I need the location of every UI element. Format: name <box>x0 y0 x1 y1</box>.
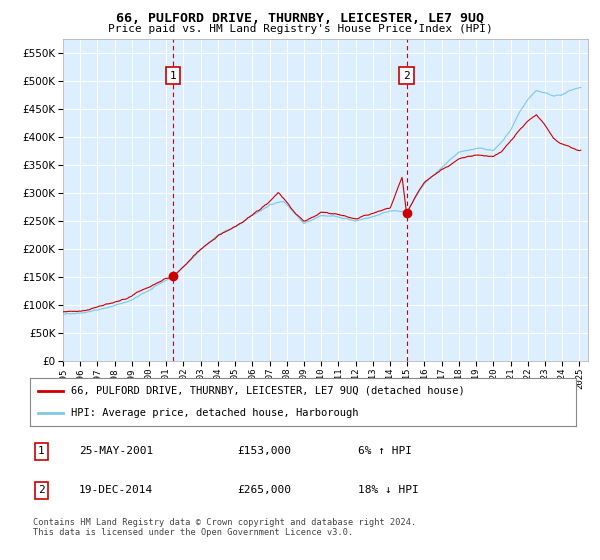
Text: 66, PULFORD DRIVE, THURNBY, LEICESTER, LE7 9UQ: 66, PULFORD DRIVE, THURNBY, LEICESTER, L… <box>116 12 484 25</box>
Text: 18% ↓ HPI: 18% ↓ HPI <box>358 486 418 496</box>
Text: 25-MAY-2001: 25-MAY-2001 <box>79 446 154 456</box>
Text: 1: 1 <box>170 71 176 81</box>
Text: 2: 2 <box>403 71 410 81</box>
Text: £265,000: £265,000 <box>238 486 292 496</box>
Text: 1: 1 <box>38 446 45 456</box>
Text: 66, PULFORD DRIVE, THURNBY, LEICESTER, LE7 9UQ (detached house): 66, PULFORD DRIVE, THURNBY, LEICESTER, L… <box>71 386 465 396</box>
Text: HPI: Average price, detached house, Harborough: HPI: Average price, detached house, Harb… <box>71 408 358 418</box>
Text: 2: 2 <box>38 486 45 496</box>
Text: £153,000: £153,000 <box>238 446 292 456</box>
Text: 6% ↑ HPI: 6% ↑ HPI <box>358 446 412 456</box>
Text: Contains HM Land Registry data © Crown copyright and database right 2024.
This d: Contains HM Land Registry data © Crown c… <box>33 518 416 538</box>
Text: 19-DEC-2014: 19-DEC-2014 <box>79 486 154 496</box>
Text: Price paid vs. HM Land Registry's House Price Index (HPI): Price paid vs. HM Land Registry's House … <box>107 24 493 34</box>
